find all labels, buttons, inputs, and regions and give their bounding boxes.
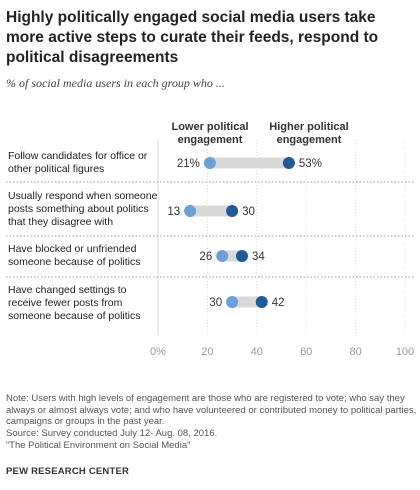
value-label-high: 53% [299,158,322,170]
chart-title: Highly politically engaged social media … [6,9,379,66]
divider-layer [6,181,414,278]
dot-plot-chart: 21% 53% 13 30 26 34 30 42 0% 20 40 60 80 100 [6,140,414,358]
value-label-high: 30 [242,206,255,218]
x-tick-label: 60 [300,346,312,358]
dot-low [216,250,229,262]
range-bar [222,250,242,262]
row-label-respond-disagree: Usually respond when someone posts somet… [8,190,158,228]
dot-high [235,250,248,262]
source-line: Source: Survey conducted July 12- Aug. 0… [6,428,218,439]
footnote: Note: Users with high levels of engageme… [6,393,417,428]
chart-subtitle: % of social media users in each group wh… [6,76,225,90]
dot-high [255,296,268,308]
value-label-layer: 21% 53% 13 30 26 34 30 42 [167,158,322,309]
range-bar [190,205,233,217]
tick-layer: 0% 20 40 60 80 100 [150,346,414,358]
dot-high [282,157,295,169]
range-bar [209,157,289,169]
legend-low-label: Lower political engagement [171,121,249,146]
dot-low [184,205,197,217]
value-label-low: 13 [167,206,180,218]
row-label-changed-settings: Have changed settings to receive fewer p… [8,284,141,322]
bar-layer [190,157,289,308]
x-tick-label: 20 [201,346,213,358]
x-tick-label: 100 [396,346,414,358]
x-tick-label: 40 [251,346,263,358]
dot-layer [184,157,295,308]
value-label-high: 42 [272,297,285,309]
range-bar [232,296,262,308]
legend-high-label: Higher political engagement [269,121,349,146]
dot-high [226,205,239,217]
value-label-low: 21% [177,158,200,170]
attribution: PEW RESEARCH CENTER [6,466,130,477]
value-label-low: 26 [199,251,212,263]
dot-low [226,296,239,308]
dot-low [203,157,216,169]
x-tick-label: 80 [349,346,361,358]
value-label-low: 30 [209,297,222,309]
row-label-blocked-unfriended: Have blocked or unfriended someone becau… [8,243,141,268]
source-note: Source: Survey conducted July 12- Aug. 0… [6,428,418,451]
report-title: “The Political Environment on Social Med… [6,439,191,451]
value-label-high: 34 [252,251,265,263]
x-tick-label: 0% [150,346,166,358]
row-label-follow-candidates: Follow candidates for office or other po… [8,150,148,175]
